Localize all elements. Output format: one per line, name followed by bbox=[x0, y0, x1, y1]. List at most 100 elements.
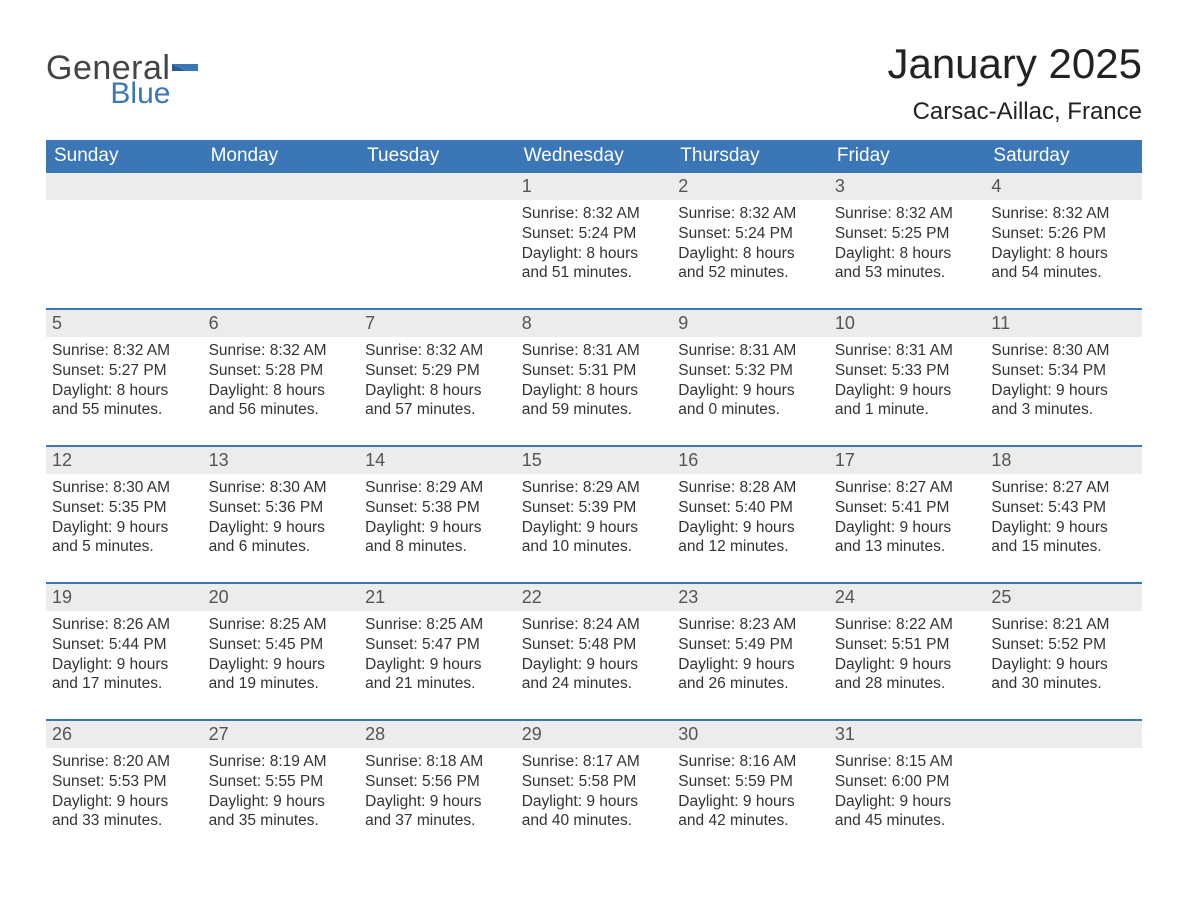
day-cell: Sunrise: 8:29 AMSunset: 5:38 PMDaylight:… bbox=[359, 474, 516, 582]
weekday-wednesday: Wednesday bbox=[516, 140, 673, 173]
header: General Blue January 2025 Carsac-Aillac,… bbox=[46, 40, 1142, 126]
daylight-text: Daylight: 8 hours and 57 minutes. bbox=[365, 381, 510, 421]
daylight-text: Daylight: 8 hours and 52 minutes. bbox=[678, 244, 823, 284]
day-number: 20 bbox=[203, 584, 360, 611]
sunset-text: Sunset: 5:40 PM bbox=[678, 498, 823, 518]
sunrise-text: Sunrise: 8:32 AM bbox=[52, 341, 197, 361]
day-cell: Sunrise: 8:32 AMSunset: 5:24 PMDaylight:… bbox=[672, 200, 829, 308]
day-number: 12 bbox=[46, 447, 203, 474]
sunrise-text: Sunrise: 8:28 AM bbox=[678, 478, 823, 498]
sunset-text: Sunset: 5:38 PM bbox=[365, 498, 510, 518]
day-number bbox=[46, 173, 203, 200]
sunset-text: Sunset: 5:55 PM bbox=[209, 772, 354, 792]
day-number: 13 bbox=[203, 447, 360, 474]
daylight-text: Daylight: 9 hours and 24 minutes. bbox=[522, 655, 667, 695]
day-number bbox=[203, 173, 360, 200]
day-number: 6 bbox=[203, 310, 360, 337]
day-cell: Sunrise: 8:32 AMSunset: 5:28 PMDaylight:… bbox=[203, 337, 360, 445]
daylight-text: Daylight: 9 hours and 0 minutes. bbox=[678, 381, 823, 421]
day-number: 16 bbox=[672, 447, 829, 474]
daylight-text: Daylight: 9 hours and 33 minutes. bbox=[52, 792, 197, 832]
day-number: 30 bbox=[672, 721, 829, 748]
daylight-text: Daylight: 9 hours and 37 minutes. bbox=[365, 792, 510, 832]
day-body-row: Sunrise: 8:20 AMSunset: 5:53 PMDaylight:… bbox=[46, 748, 1142, 856]
day-number: 27 bbox=[203, 721, 360, 748]
day-number: 21 bbox=[359, 584, 516, 611]
sunset-text: Sunset: 5:34 PM bbox=[991, 361, 1136, 381]
daylight-text: Daylight: 9 hours and 28 minutes. bbox=[835, 655, 980, 695]
title-block: January 2025 Carsac-Aillac, France bbox=[887, 40, 1142, 126]
month-title: January 2025 bbox=[887, 40, 1142, 88]
sunrise-text: Sunrise: 8:32 AM bbox=[835, 204, 980, 224]
daylight-text: Daylight: 8 hours and 55 minutes. bbox=[52, 381, 197, 421]
sunrise-text: Sunrise: 8:19 AM bbox=[209, 752, 354, 772]
day-number: 31 bbox=[829, 721, 986, 748]
sunrise-text: Sunrise: 8:29 AM bbox=[365, 478, 510, 498]
day-cell: Sunrise: 8:17 AMSunset: 5:58 PMDaylight:… bbox=[516, 748, 673, 856]
sunrise-text: Sunrise: 8:31 AM bbox=[522, 341, 667, 361]
day-cell: Sunrise: 8:28 AMSunset: 5:40 PMDaylight:… bbox=[672, 474, 829, 582]
sunrise-text: Sunrise: 8:22 AM bbox=[835, 615, 980, 635]
day-number-row: 19202122232425 bbox=[46, 584, 1142, 611]
day-number: 8 bbox=[516, 310, 673, 337]
sunset-text: Sunset: 5:39 PM bbox=[522, 498, 667, 518]
daylight-text: Daylight: 9 hours and 13 minutes. bbox=[835, 518, 980, 558]
sunrise-text: Sunrise: 8:18 AM bbox=[365, 752, 510, 772]
location: Carsac-Aillac, France bbox=[887, 98, 1142, 126]
sunrise-text: Sunrise: 8:20 AM bbox=[52, 752, 197, 772]
sunset-text: Sunset: 5:41 PM bbox=[835, 498, 980, 518]
sunset-text: Sunset: 5:25 PM bbox=[835, 224, 980, 244]
sunrise-text: Sunrise: 8:25 AM bbox=[209, 615, 354, 635]
sunrise-text: Sunrise: 8:30 AM bbox=[52, 478, 197, 498]
daylight-text: Daylight: 8 hours and 56 minutes. bbox=[209, 381, 354, 421]
sunrise-text: Sunrise: 8:27 AM bbox=[835, 478, 980, 498]
day-cell: Sunrise: 8:29 AMSunset: 5:39 PMDaylight:… bbox=[516, 474, 673, 582]
day-cell: Sunrise: 8:31 AMSunset: 5:32 PMDaylight:… bbox=[672, 337, 829, 445]
daylight-text: Daylight: 9 hours and 21 minutes. bbox=[365, 655, 510, 695]
day-number: 10 bbox=[829, 310, 986, 337]
day-number: 5 bbox=[46, 310, 203, 337]
day-cell: Sunrise: 8:30 AMSunset: 5:35 PMDaylight:… bbox=[46, 474, 203, 582]
day-cell: Sunrise: 8:32 AMSunset: 5:29 PMDaylight:… bbox=[359, 337, 516, 445]
sunrise-text: Sunrise: 8:24 AM bbox=[522, 615, 667, 635]
week-row: 1234Sunrise: 8:32 AMSunset: 5:24 PMDayli… bbox=[46, 173, 1142, 308]
day-number: 11 bbox=[985, 310, 1142, 337]
day-cell bbox=[203, 200, 360, 308]
sunset-text: Sunset: 5:43 PM bbox=[991, 498, 1136, 518]
day-cell bbox=[985, 748, 1142, 856]
sunset-text: Sunset: 5:51 PM bbox=[835, 635, 980, 655]
week-row: 12131415161718Sunrise: 8:30 AMSunset: 5:… bbox=[46, 445, 1142, 582]
weekday-header-row: SundayMondayTuesdayWednesdayThursdayFrid… bbox=[46, 140, 1142, 173]
sunrise-text: Sunrise: 8:32 AM bbox=[365, 341, 510, 361]
day-number: 26 bbox=[46, 721, 203, 748]
daylight-text: Daylight: 9 hours and 42 minutes. bbox=[678, 792, 823, 832]
daylight-text: Daylight: 9 hours and 10 minutes. bbox=[522, 518, 667, 558]
daylight-text: Daylight: 9 hours and 26 minutes. bbox=[678, 655, 823, 695]
daylight-text: Daylight: 9 hours and 1 minute. bbox=[835, 381, 980, 421]
sunset-text: Sunset: 5:58 PM bbox=[522, 772, 667, 792]
sunset-text: Sunset: 5:24 PM bbox=[522, 224, 667, 244]
sunrise-text: Sunrise: 8:29 AM bbox=[522, 478, 667, 498]
logo-word-blue: Blue bbox=[46, 81, 170, 107]
sunrise-text: Sunrise: 8:32 AM bbox=[209, 341, 354, 361]
sunrise-text: Sunrise: 8:31 AM bbox=[835, 341, 980, 361]
sunset-text: Sunset: 5:24 PM bbox=[678, 224, 823, 244]
flag-icon bbox=[172, 60, 202, 82]
sunset-text: Sunset: 5:29 PM bbox=[365, 361, 510, 381]
day-number: 4 bbox=[985, 173, 1142, 200]
daylight-text: Daylight: 8 hours and 53 minutes. bbox=[835, 244, 980, 284]
daylight-text: Daylight: 9 hours and 12 minutes. bbox=[678, 518, 823, 558]
day-number-row: 1234 bbox=[46, 173, 1142, 200]
day-number-row: 12131415161718 bbox=[46, 447, 1142, 474]
logo-text: General Blue bbox=[46, 54, 170, 106]
day-number: 19 bbox=[46, 584, 203, 611]
day-cell: Sunrise: 8:32 AMSunset: 5:24 PMDaylight:… bbox=[516, 200, 673, 308]
day-number: 28 bbox=[359, 721, 516, 748]
day-cell: Sunrise: 8:20 AMSunset: 5:53 PMDaylight:… bbox=[46, 748, 203, 856]
day-cell: Sunrise: 8:24 AMSunset: 5:48 PMDaylight:… bbox=[516, 611, 673, 719]
day-number-row: 567891011 bbox=[46, 310, 1142, 337]
day-cell: Sunrise: 8:25 AMSunset: 5:45 PMDaylight:… bbox=[203, 611, 360, 719]
sunset-text: Sunset: 5:44 PM bbox=[52, 635, 197, 655]
day-cell bbox=[359, 200, 516, 308]
day-cell: Sunrise: 8:21 AMSunset: 5:52 PMDaylight:… bbox=[985, 611, 1142, 719]
